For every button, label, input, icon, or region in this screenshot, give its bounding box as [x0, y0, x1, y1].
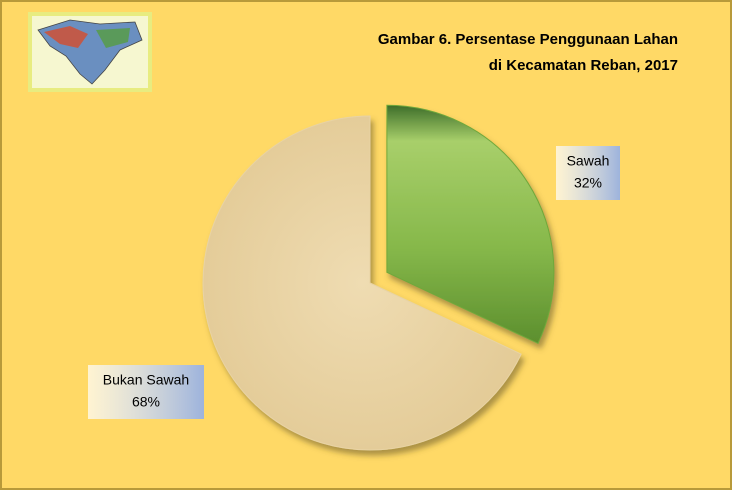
- category-label: Bukan Sawah: [103, 372, 189, 388]
- value-label: 32%: [574, 175, 602, 191]
- chart-title: Gambar 6. Persentase Penggunaan Lahan: [378, 31, 678, 48]
- category-label: Sawah: [567, 153, 610, 169]
- chart-title: di Kecamatan Reban, 2017: [489, 57, 678, 74]
- chart: Gambar 6. Persentase Penggunaan Lahan di…: [0, 0, 732, 490]
- page: Gambar 6. Persentase Penggunaan Lahan di…: [0, 0, 732, 490]
- map-thumbnail: [30, 14, 150, 90]
- value-label: 68%: [132, 394, 160, 410]
